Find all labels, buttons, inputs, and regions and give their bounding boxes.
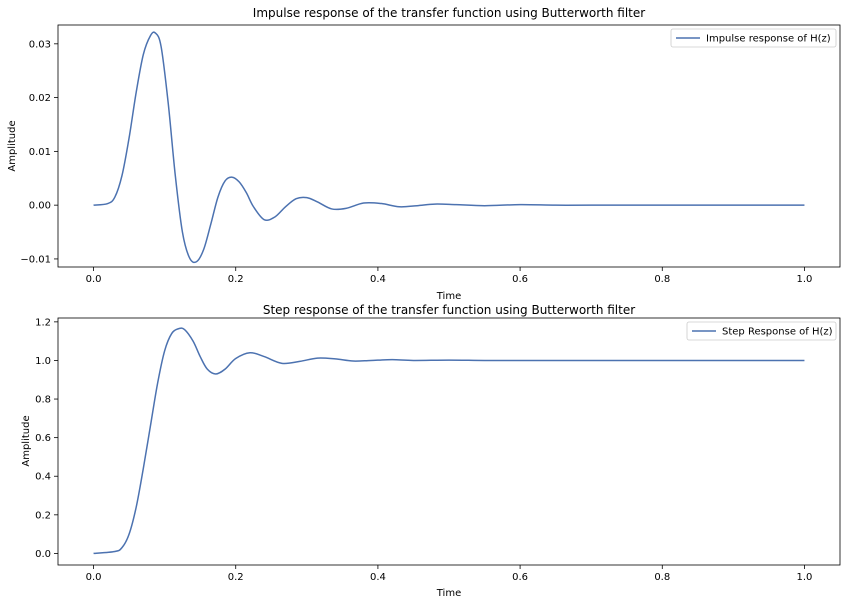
step-legend-box <box>686 321 837 341</box>
impulse-legend-label: Impulse response of H(z) <box>706 34 831 45</box>
impulse-y-tick-label: 0.03 <box>29 39 51 50</box>
impulse-chart-title: Impulse response of the transfer functio… <box>253 6 645 20</box>
impulse-x-tick-label: 0.2 <box>228 274 244 285</box>
step-y-axis-label: Amplitude <box>21 415 32 466</box>
step-x-tick-label: 0.2 <box>228 572 244 583</box>
step-y-tick-label: 0.8 <box>35 395 51 406</box>
step-chart-title: Step response of the transfer function u… <box>263 303 635 317</box>
impulse-x-tick-label: 0.0 <box>86 274 102 285</box>
impulse-subplot: Impulse response of the transfer functio… <box>7 6 841 302</box>
step-plot-area <box>57 317 841 566</box>
impulse-x-tick-label: 0.4 <box>370 274 386 285</box>
step-y-tick-label: 0.6 <box>35 433 51 444</box>
impulse-y-axis-label: Amplitude <box>7 120 18 171</box>
impulse-x-tick-label: 0.8 <box>654 274 670 285</box>
impulse-y-tick-label: 0.01 <box>29 147 51 158</box>
step-series-line <box>93 327 805 555</box>
step-y-tick-label: 0.0 <box>35 549 51 560</box>
impulse-legend-box <box>670 28 837 48</box>
step-y-tick-label: 1.0 <box>35 356 51 367</box>
step-legend: Step Response of H(z) <box>686 321 837 341</box>
step-legend-label: Step Response of H(z) <box>722 327 833 338</box>
step-y-tick-label: 0.2 <box>35 510 51 521</box>
step-x-tick-label: 0.0 <box>86 572 102 583</box>
step-x-axis-label: Time <box>436 588 461 599</box>
step-x-tick-label: 1.0 <box>797 572 813 583</box>
step-x-tick-label: 0.6 <box>512 572 528 583</box>
impulse-x-tick-label: 1.0 <box>797 274 813 285</box>
impulse-plot-area <box>57 24 841 268</box>
impulse-x-axis-label: Time <box>436 291 461 302</box>
impulse-series-line <box>93 31 805 264</box>
step-subplot: Step response of the transfer function u… <box>21 303 841 599</box>
step-y-tick-label: 0.4 <box>35 472 51 483</box>
impulse-x-ticks: 0.0 0.2 0.4 0.6 0.8 1.0 <box>86 267 813 285</box>
impulse-legend: Impulse response of H(z) <box>670 28 837 48</box>
impulse-y-tick-label: 0.02 <box>29 93 51 104</box>
impulse-y-ticks: −0.01 0.00 0.01 0.02 0.03 <box>20 39 58 265</box>
impulse-y-tick-label: −0.01 <box>20 254 51 265</box>
impulse-y-tick-label: 0.00 <box>29 201 51 212</box>
step-x-tick-label: 0.4 <box>370 572 386 583</box>
impulse-x-tick-label: 0.6 <box>512 274 528 285</box>
step-x-tick-label: 0.8 <box>654 572 670 583</box>
step-x-ticks: 0.0 0.2 0.4 0.6 0.8 1.0 <box>86 565 813 583</box>
step-y-ticks: 0.0 0.2 0.4 0.6 0.8 1.0 1.2 <box>35 317 58 560</box>
step-y-tick-label: 1.2 <box>35 317 51 328</box>
